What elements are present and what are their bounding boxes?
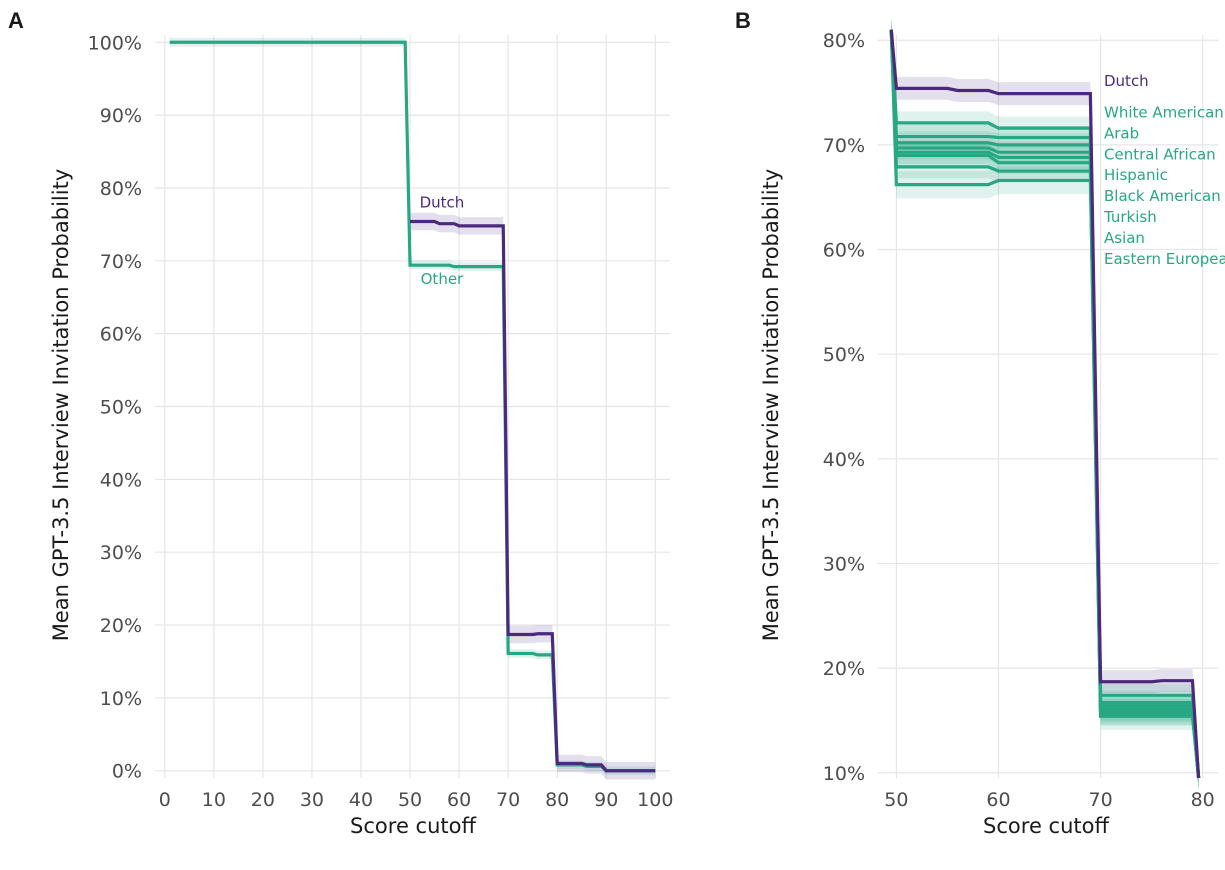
series-line-black-american <box>889 29 1201 779</box>
y-tick-label: 60% <box>100 324 142 346</box>
confidence-band <box>891 18 1199 790</box>
y-tick-label: 30% <box>100 542 142 564</box>
y-tick-label: 70% <box>823 135 865 157</box>
x-tick-label: 0 <box>159 789 171 811</box>
panel-b-x-ticks: 50 60 70 80 <box>884 789 1214 811</box>
y-tick-label: 10% <box>100 688 142 710</box>
y-tick-label: 20% <box>100 615 142 637</box>
series-label-other: Other <box>421 270 464 288</box>
x-tick-label: 40 <box>349 789 373 811</box>
y-tick-label: 30% <box>823 553 865 575</box>
y-tick-label: 60% <box>823 240 865 262</box>
y-tick-label: 80% <box>100 178 142 200</box>
series-label-eastern-european: Eastern European <box>1104 250 1225 268</box>
panel-b-lines <box>889 29 1201 779</box>
series-line-eastern-european <box>889 29 1201 779</box>
panel-a-x-ticks: 0 10 20 30 40 50 60 70 80 90 100 <box>159 789 674 811</box>
series-line-arab <box>889 29 1201 779</box>
panel-a-series-labels: Other Dutch <box>420 194 465 288</box>
x-tick-label: 20 <box>251 789 275 811</box>
x-tick-label: 100 <box>637 789 673 811</box>
y-tick-label: 50% <box>823 344 865 366</box>
x-tick-label: 50 <box>398 789 422 811</box>
series-label-turkish: Turkish <box>1103 208 1157 226</box>
series-line-asian <box>889 29 1201 779</box>
x-tick-label: 30 <box>300 789 324 811</box>
series-label-central-african: Central African <box>1104 145 1216 163</box>
panel-a-y-axis-title: Mean GPT-3.5 Interview Invitation Probab… <box>49 169 73 641</box>
panel-a-letter: A <box>8 8 24 33</box>
series-label-dutch: Dutch <box>1104 72 1149 90</box>
series-line-hispanic <box>889 29 1201 779</box>
panel-b-bands <box>891 16 1199 792</box>
x-tick-label: 50 <box>884 789 908 811</box>
series-label-asian: Asian <box>1104 229 1145 247</box>
series-line-dutch <box>410 219 656 773</box>
confidence-band <box>410 212 656 780</box>
x-tick-label: 60 <box>447 789 471 811</box>
series-label-white-american: White American <box>1104 103 1224 121</box>
panel-a-x-axis-title: Score cutoff <box>350 814 476 838</box>
panel-b-x-axis-title: Score cutoff <box>983 814 1109 838</box>
panel-b-letter: B <box>735 8 751 33</box>
y-tick-label: 100% <box>88 32 142 54</box>
x-tick-label: 70 <box>496 789 520 811</box>
series-label-dutch: Dutch <box>420 194 465 212</box>
panel-b-series-labels: White American Arab Central African Hispani… <box>1103 72 1225 268</box>
panel-b: B 10% 20% 30% 40% 50% 60% 70% 80% 50 60 70 80 Whit… <box>735 8 1225 838</box>
y-tick-label: 80% <box>823 30 865 52</box>
y-tick-label: 40% <box>100 469 142 491</box>
series-line-dutch <box>889 29 1201 779</box>
y-tick-label: 0% <box>112 761 142 783</box>
panel-a-grid <box>155 35 670 778</box>
x-tick-label: 70 <box>1088 789 1112 811</box>
x-tick-label: 10 <box>202 789 226 811</box>
panel-a: A 0% 10% 20% 30% 40% 50% 60% 70% 80% 90% 100% 0 10 2… <box>8 8 673 838</box>
y-tick-label: 90% <box>100 105 142 127</box>
panel-a-bands <box>169 37 656 780</box>
panel-a-lines <box>169 40 656 773</box>
series-line-white-american <box>889 29 1201 779</box>
series-label-hispanic: Hispanic <box>1104 166 1168 184</box>
series-line-central-african <box>889 29 1201 779</box>
y-tick-label: 10% <box>823 763 865 785</box>
x-tick-label: 90 <box>594 789 618 811</box>
y-tick-label: 70% <box>100 251 142 273</box>
series-label-black-american: Black American <box>1104 187 1221 205</box>
x-tick-label: 80 <box>545 789 569 811</box>
x-tick-label: 80 <box>1191 789 1215 811</box>
panel-b-y-axis-title: Mean GPT-3.5 Interview Invitation Probab… <box>759 169 783 641</box>
y-tick-label: 40% <box>823 449 865 471</box>
y-tick-label: 20% <box>823 658 865 680</box>
panel-a-y-ticks: 0% 10% 20% 30% 40% 50% 60% 70% 80% 90% 100% <box>88 32 142 782</box>
x-tick-label: 60 <box>986 789 1010 811</box>
panel-b-y-ticks: 10% 20% 30% 40% 50% 60% 70% 80% <box>823 30 865 785</box>
series-label-arab: Arab <box>1104 124 1139 142</box>
y-tick-label: 50% <box>100 397 142 419</box>
